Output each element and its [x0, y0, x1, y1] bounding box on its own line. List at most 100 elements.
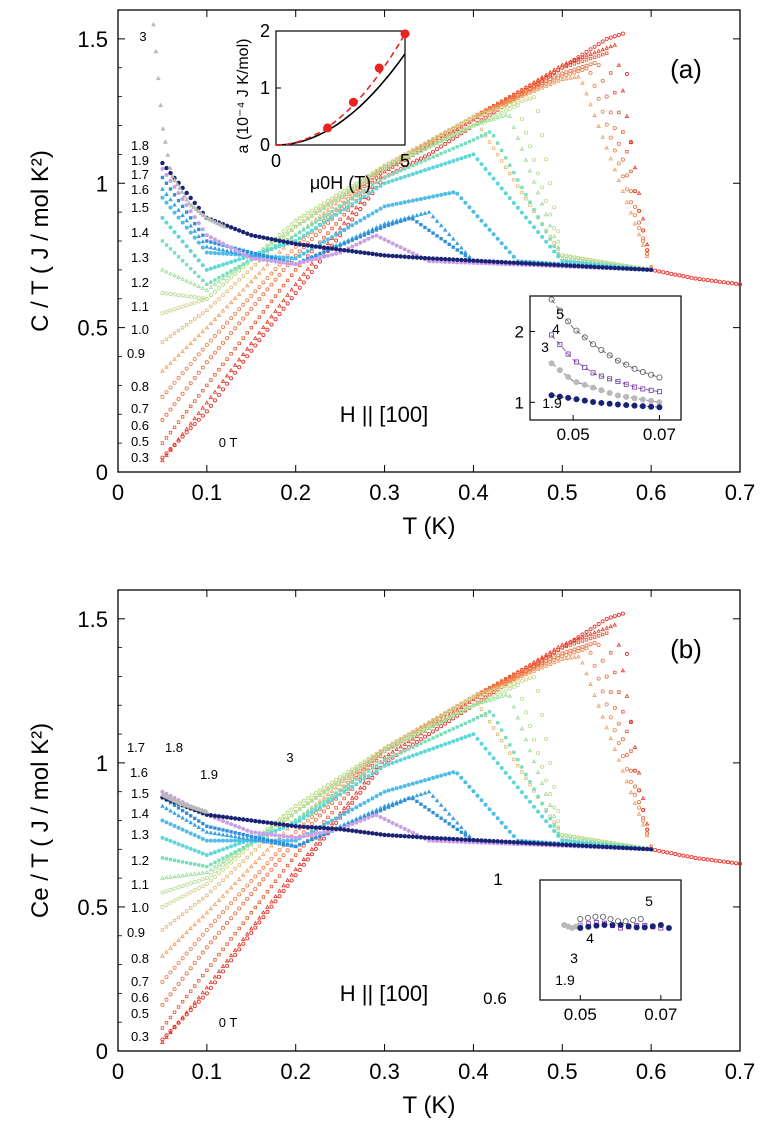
data-point: [241, 826, 246, 831]
data-point: [471, 694, 476, 699]
data-point: [407, 796, 411, 801]
data-point: [515, 95, 521, 100]
data-point: [164, 997, 169, 1002]
data-point: [233, 311, 238, 316]
data-point: [180, 827, 185, 832]
data-point: [394, 742, 399, 747]
data-point: [446, 257, 452, 262]
data-point: [257, 257, 262, 262]
data-point: [281, 268, 286, 273]
data-point: [632, 221, 638, 226]
data-point: [249, 879, 254, 884]
data-point: [483, 838, 488, 843]
data-point: [322, 799, 326, 803]
data-point: [196, 824, 202, 829]
data-point: [515, 675, 521, 680]
data-point: [325, 791, 331, 796]
data-point: [592, 50, 597, 55]
data-point: [418, 147, 423, 152]
data-point: [172, 886, 177, 891]
data-point: [439, 162, 444, 167]
data-point: [527, 96, 532, 101]
data-point: [588, 258, 593, 263]
data-point: [237, 838, 242, 843]
data-point: [491, 690, 496, 695]
data-point: [532, 737, 537, 742]
inset-data-point: [593, 922, 600, 929]
data-point: [245, 936, 250, 941]
data-point: [164, 191, 169, 196]
data-point: [407, 217, 411, 221]
data-point: [325, 240, 331, 246]
data-point: [297, 216, 302, 221]
data-point: [196, 878, 201, 883]
data-point: [455, 704, 460, 709]
data-point: [204, 296, 209, 301]
series-1T: [160, 674, 654, 909]
data-point: [459, 723, 463, 727]
data-point: [334, 795, 339, 800]
data-point: [237, 848, 241, 852]
data-point: [435, 147, 440, 152]
data-point: [277, 888, 282, 893]
data-point: [285, 240, 290, 245]
data-point: [184, 244, 189, 249]
data-point: [201, 864, 205, 868]
data-point: [180, 843, 185, 848]
data-point: [608, 44, 614, 49]
data-point: [322, 250, 326, 254]
data-point: [241, 302, 246, 307]
data-point: [556, 239, 561, 244]
data-point: [616, 62, 622, 67]
data-point: [414, 212, 420, 217]
data-point: [265, 327, 270, 332]
data-point: [435, 715, 440, 720]
data-point: [523, 670, 528, 675]
data-point: [212, 901, 218, 906]
data-point: [491, 116, 496, 121]
data-point: [285, 817, 290, 822]
data-point: [552, 249, 557, 254]
data-point: [628, 139, 634, 144]
data-point: [220, 963, 226, 968]
data-point: [454, 240, 460, 246]
data-point: [200, 245, 205, 250]
data-point: [459, 830, 463, 834]
data-point: [596, 48, 601, 53]
inset-data-point: [590, 384, 597, 391]
data-point: [455, 827, 459, 832]
data-point: [556, 254, 561, 259]
data-point: [620, 611, 625, 616]
data-point: [552, 70, 556, 74]
data-point: [225, 942, 229, 946]
data-point: [515, 683, 520, 688]
data-point: [483, 746, 488, 751]
data-point: [184, 971, 189, 976]
data-point: [548, 792, 553, 797]
data-point: [233, 952, 238, 957]
data-point: [617, 690, 621, 694]
data-point: [180, 894, 185, 899]
data-point: [446, 134, 452, 139]
data-point: [523, 215, 528, 220]
data-point: [495, 259, 500, 265]
data-point: [434, 721, 440, 726]
data-point: [314, 220, 318, 224]
data-point: [314, 253, 318, 258]
data-point: [184, 1010, 189, 1015]
data-point: [487, 130, 492, 134]
data-point: [366, 769, 371, 773]
inset-data-point: [323, 123, 333, 133]
data-point: [172, 210, 177, 215]
field-label: 0 T: [219, 435, 238, 450]
data-point: [418, 255, 424, 260]
data-point: [539, 262, 545, 267]
data-point: [257, 234, 262, 239]
data-point: [265, 838, 270, 842]
field-label: 1.0: [131, 322, 149, 337]
data-point: [180, 883, 185, 888]
data-point: [216, 263, 221, 268]
data-point: [370, 766, 375, 770]
data-point: [192, 215, 197, 220]
data-point: [459, 824, 464, 829]
